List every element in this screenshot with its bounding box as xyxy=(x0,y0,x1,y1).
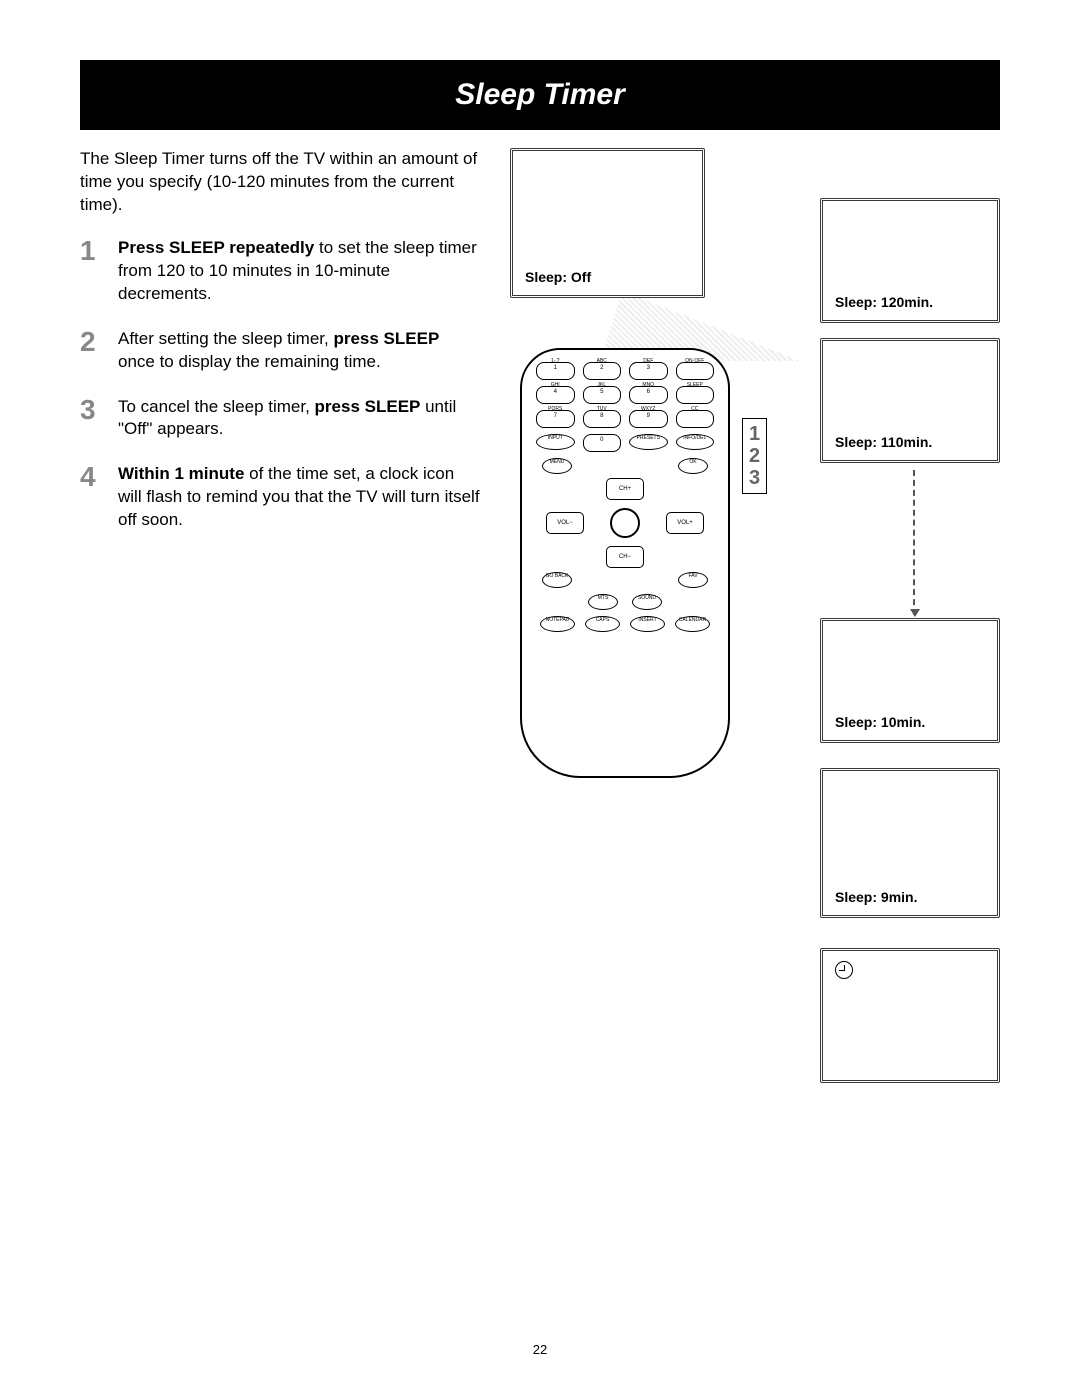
remote-key-0: 0 xyxy=(583,434,622,452)
remote-key-ok: OK xyxy=(678,458,708,474)
tv-screen-clock xyxy=(820,948,1000,1083)
remote-vol-down: VOL− xyxy=(546,512,584,534)
remote-key-calendar: CALENDAR xyxy=(675,616,710,632)
remote-key-goback: GO BACK xyxy=(542,572,572,588)
remote-key-9: WXYZ9 xyxy=(629,410,668,428)
step-text: Within 1 minute of the time set, a clock… xyxy=(118,463,480,532)
diagram-column: Sleep: Off Sleep: 120min. Sleep: 110min.… xyxy=(510,148,1000,1248)
step-text: To cancel the sleep timer, press SLEEP u… xyxy=(118,396,480,442)
remote-control: 1-.?1 ABC2 DEF3 ON·OFF GHI4 JKL5 MNO6 SL… xyxy=(520,348,730,778)
remote-key-5: JKL5 xyxy=(583,386,622,404)
step-number: 2 xyxy=(80,328,104,374)
steps-list: 1 Press SLEEP repeatedly to set the slee… xyxy=(80,237,480,532)
page-number: 22 xyxy=(533,1342,547,1357)
clock-icon xyxy=(835,961,853,979)
step-text: Press SLEEP repeatedly to set the sleep … xyxy=(118,237,480,306)
remote-key-2: ABC2 xyxy=(583,362,622,380)
step-item: 3 To cancel the sleep timer, press SLEEP… xyxy=(80,396,480,442)
tv-screen-110: Sleep: 110min. xyxy=(820,338,1000,463)
step-item: 1 Press SLEEP repeatedly to set the slee… xyxy=(80,237,480,306)
instructions-column: The Sleep Timer turns off the TV within … xyxy=(80,148,480,1248)
remote-key-presets: PRESETS xyxy=(629,434,668,450)
remote-vol-up: VOL+ xyxy=(666,512,704,534)
remote-key-menu: MENU xyxy=(542,458,572,474)
remote-key-1: 1-.?1 xyxy=(536,362,575,380)
remote-key-caps: CAPS xyxy=(585,616,620,632)
step-number: 4 xyxy=(80,463,104,532)
remote-goback-row: GO BACK FAV xyxy=(536,572,714,588)
tv-screen-120: Sleep: 120min. xyxy=(820,198,1000,323)
remote-key-6: MNO6 xyxy=(629,386,668,404)
remote-key-notepad: NOTEPAD xyxy=(540,616,575,632)
remote-key-sound: SOUND xyxy=(632,594,662,610)
sequence-arrow xyxy=(913,470,915,615)
page-title: Sleep Timer xyxy=(80,60,1000,130)
step-text: After setting the sleep timer, press SLE… xyxy=(118,328,480,374)
remote-ch-up: CH+ xyxy=(606,478,644,500)
remote-key-8: TUV8 xyxy=(583,410,622,428)
remote-key-fav: FAV xyxy=(678,572,708,588)
remote-mute xyxy=(610,508,640,538)
tv-screen-off: Sleep: Off xyxy=(510,148,705,298)
remote-key-4: GHI4 xyxy=(536,386,575,404)
remote-key-info: INFO/DEL xyxy=(676,434,715,450)
remote-bottom-row: NOTEPAD CAPS INSERT CALENDAR xyxy=(540,616,710,632)
step-number: 1 xyxy=(80,237,104,306)
tv-screen-10: Sleep: 10min. xyxy=(820,618,1000,743)
remote-key-cc: CC xyxy=(676,410,715,428)
step-number: 3 xyxy=(80,396,104,442)
remote-key-mts: MTS xyxy=(588,594,618,610)
step-item: 2 After setting the sleep timer, press S… xyxy=(80,328,480,374)
remote-sound-row: MTS SOUND xyxy=(536,594,714,610)
remote-key-power: ON·OFF xyxy=(676,362,715,380)
remote-key-7: PQRS7 xyxy=(536,410,575,428)
remote-menu-row: MENU OK xyxy=(536,458,714,474)
tv-screen-9: Sleep: 9min. xyxy=(820,768,1000,918)
remote-key-input: INPUT xyxy=(536,434,575,450)
remote-nav-cluster: CH+ CH− VOL− VOL+ xyxy=(536,478,714,568)
content-area: The Sleep Timer turns off the TV within … xyxy=(80,148,1000,1248)
step-callout: 1 2 3 xyxy=(742,418,767,494)
remote-ch-down: CH− xyxy=(606,546,644,568)
remote-key-insert: INSERT xyxy=(630,616,665,632)
step-item: 4 Within 1 minute of the time set, a clo… xyxy=(80,463,480,532)
remote-key-sleep: SLEEP xyxy=(676,386,715,404)
intro-text: The Sleep Timer turns off the TV within … xyxy=(80,148,480,217)
remote-key-3: DEF3 xyxy=(629,362,668,380)
